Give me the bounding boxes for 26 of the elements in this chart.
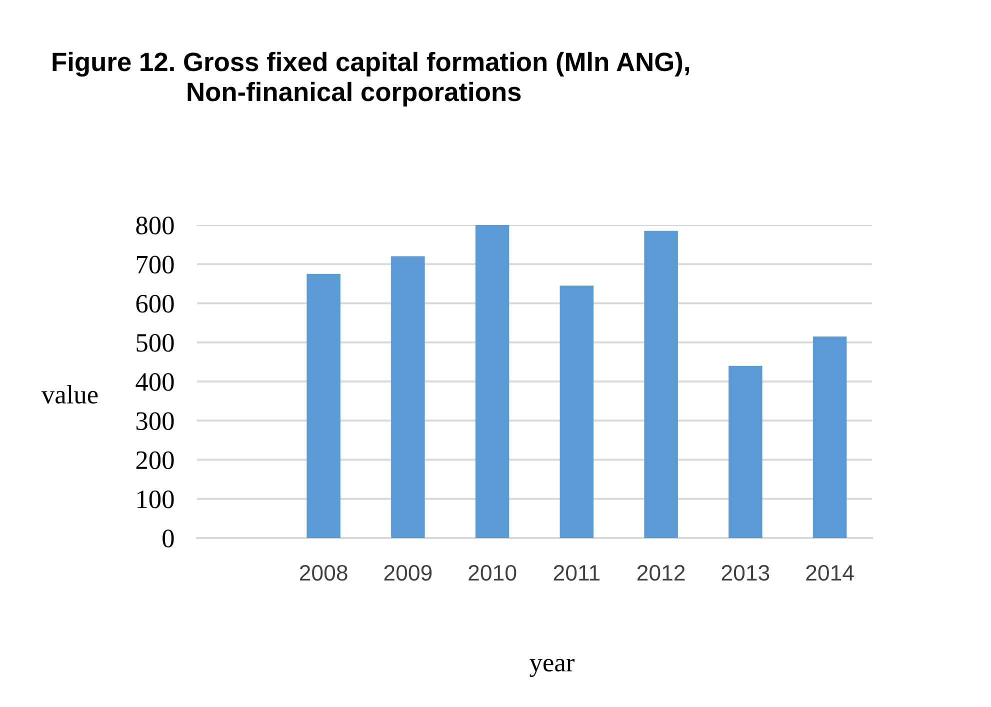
bar: [560, 286, 594, 538]
x-tick-label: 2012: [637, 564, 685, 581]
y-tick-label: 300: [136, 412, 174, 430]
bar: [644, 230, 678, 538]
bar: [475, 225, 510, 538]
y-tick-label: 100: [138, 490, 174, 508]
y-tick-label: 700: [136, 256, 174, 274]
x-tick-label: 2008: [300, 564, 348, 581]
bar: [812, 336, 847, 538]
x-tick-label: 2014: [806, 564, 854, 581]
chart-title: Figure 12. Gross fixed capital formation (Mln ANG), Non-finanical corporations: [52, 52, 689, 106]
x-tick-label: 2011: [554, 564, 600, 581]
x-tick-label: 2010: [468, 564, 516, 581]
bar: [391, 256, 425, 538]
y-tick-label: 400: [136, 373, 174, 391]
y-tick-label: 0: [162, 530, 174, 548]
y-axis-title: value: [41, 385, 98, 404]
y-tick-label: 800: [136, 216, 174, 234]
x-axis-title: year: [530, 658, 574, 677]
y-tick-label: 500: [136, 334, 174, 352]
x-tick-label: 2009: [384, 564, 432, 581]
y-tick-label: 200: [136, 451, 174, 470]
bar: [306, 274, 340, 538]
y-tick-label: 600: [136, 294, 174, 313]
x-tick-label: 2013: [722, 564, 770, 581]
bar: [728, 366, 762, 538]
